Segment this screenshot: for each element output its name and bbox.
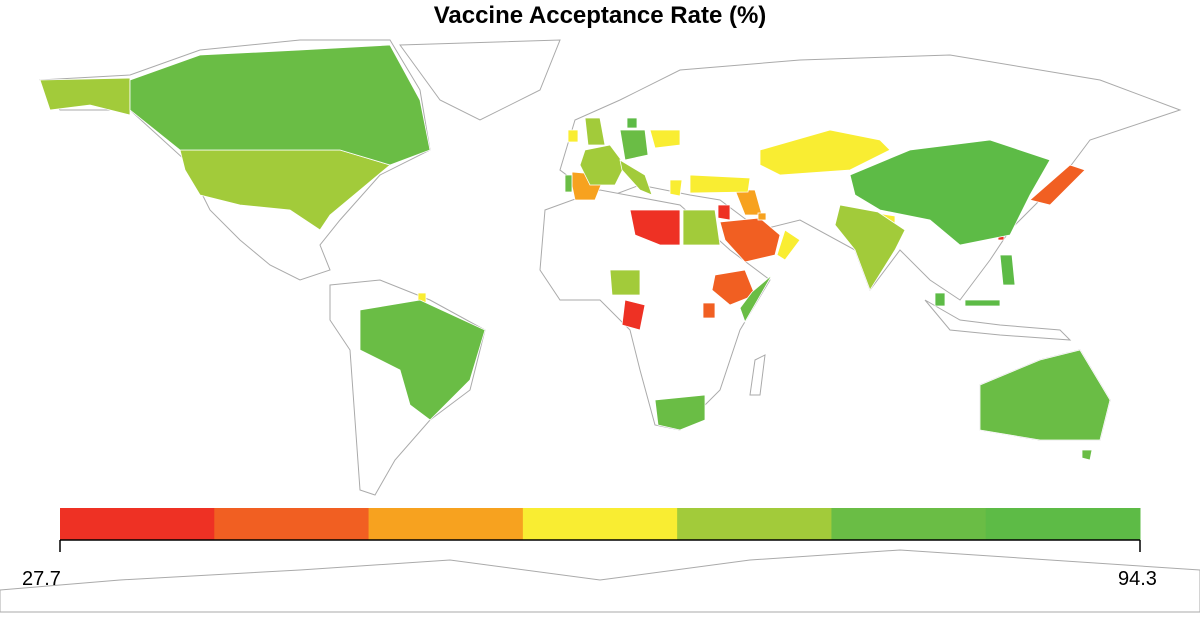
map-title: Vaccine Acceptance Rate (%) xyxy=(433,2,767,29)
legend-min-label: 27.7 xyxy=(22,568,61,590)
country-south-africa: South Africa: 80 xyxy=(654,394,706,431)
country-china: China: 89 xyxy=(849,139,1051,246)
countries: Libya: 32 Jordan: 32 Republic of the Congo… xyxy=(39,44,1111,461)
country-jordan: Jordan: 32 xyxy=(717,204,731,221)
legend-swatch xyxy=(522,508,678,540)
legend-swatch xyxy=(831,508,987,540)
legend-swatch xyxy=(985,508,1141,540)
country-kuwait: Kuwait: 51 xyxy=(757,212,767,221)
country-oman: Oman: 61 xyxy=(776,229,801,261)
country-denmark: Denmark: 89 xyxy=(626,117,638,129)
legend-swatch xyxy=(677,508,832,540)
country-france: France: 70 xyxy=(579,144,626,186)
country-egypt: Egypt: 70 xyxy=(682,209,721,246)
country-ethiopia: Ethiopia: 42 xyxy=(711,269,756,306)
country-turkey: Turkey: 61 xyxy=(689,174,751,194)
country-australia: Australia: 80 xyxy=(979,349,1111,461)
color-legend xyxy=(59,508,1141,552)
legend-swatch xyxy=(60,508,215,540)
country-philippines: Philippines: 89 xyxy=(999,254,1016,286)
country-canada: Canada: 80 xyxy=(129,44,431,166)
country-uganda: Uganda: 42 xyxy=(702,302,716,319)
antarctica-outline xyxy=(0,549,1200,613)
country-greece: Greece: 61 xyxy=(669,179,683,197)
madagascar-outline xyxy=(749,354,766,396)
country-republic-of-the-congo: Republic of the Congo: 32 xyxy=(621,299,646,331)
country-poland: Poland: 61 xyxy=(649,129,681,149)
legend-max-label: 94.3 xyxy=(1118,568,1157,590)
country-kazakhstan: Kazakhstan: 61 xyxy=(759,129,891,176)
country-somalia: Somalia: 80 xyxy=(739,274,773,323)
country-germany: Germany: 80 xyxy=(619,129,649,161)
country-ireland: Ireland: 61 xyxy=(567,129,579,143)
country-libya: Libya: 32 xyxy=(629,209,681,246)
country-united-kingdom: United Kingdom: 70 xyxy=(584,117,606,146)
country-india: India: 70 xyxy=(834,204,906,291)
country-brazil: Brazil: 80 xyxy=(359,299,486,421)
indonesia-outline xyxy=(924,299,1072,341)
country-portugal: Portugal: 80 xyxy=(564,174,573,193)
country-nigeria: Nigeria: 70 xyxy=(609,269,641,296)
legend-swatch xyxy=(214,508,370,540)
country-japan: Japan: 42 xyxy=(1029,164,1086,206)
country-italy: Italy: 70 xyxy=(619,159,653,196)
legend-swatch xyxy=(368,508,524,540)
country-malaysia: Malaysia: 89 xyxy=(934,292,1001,307)
greenland-outline xyxy=(399,39,561,121)
